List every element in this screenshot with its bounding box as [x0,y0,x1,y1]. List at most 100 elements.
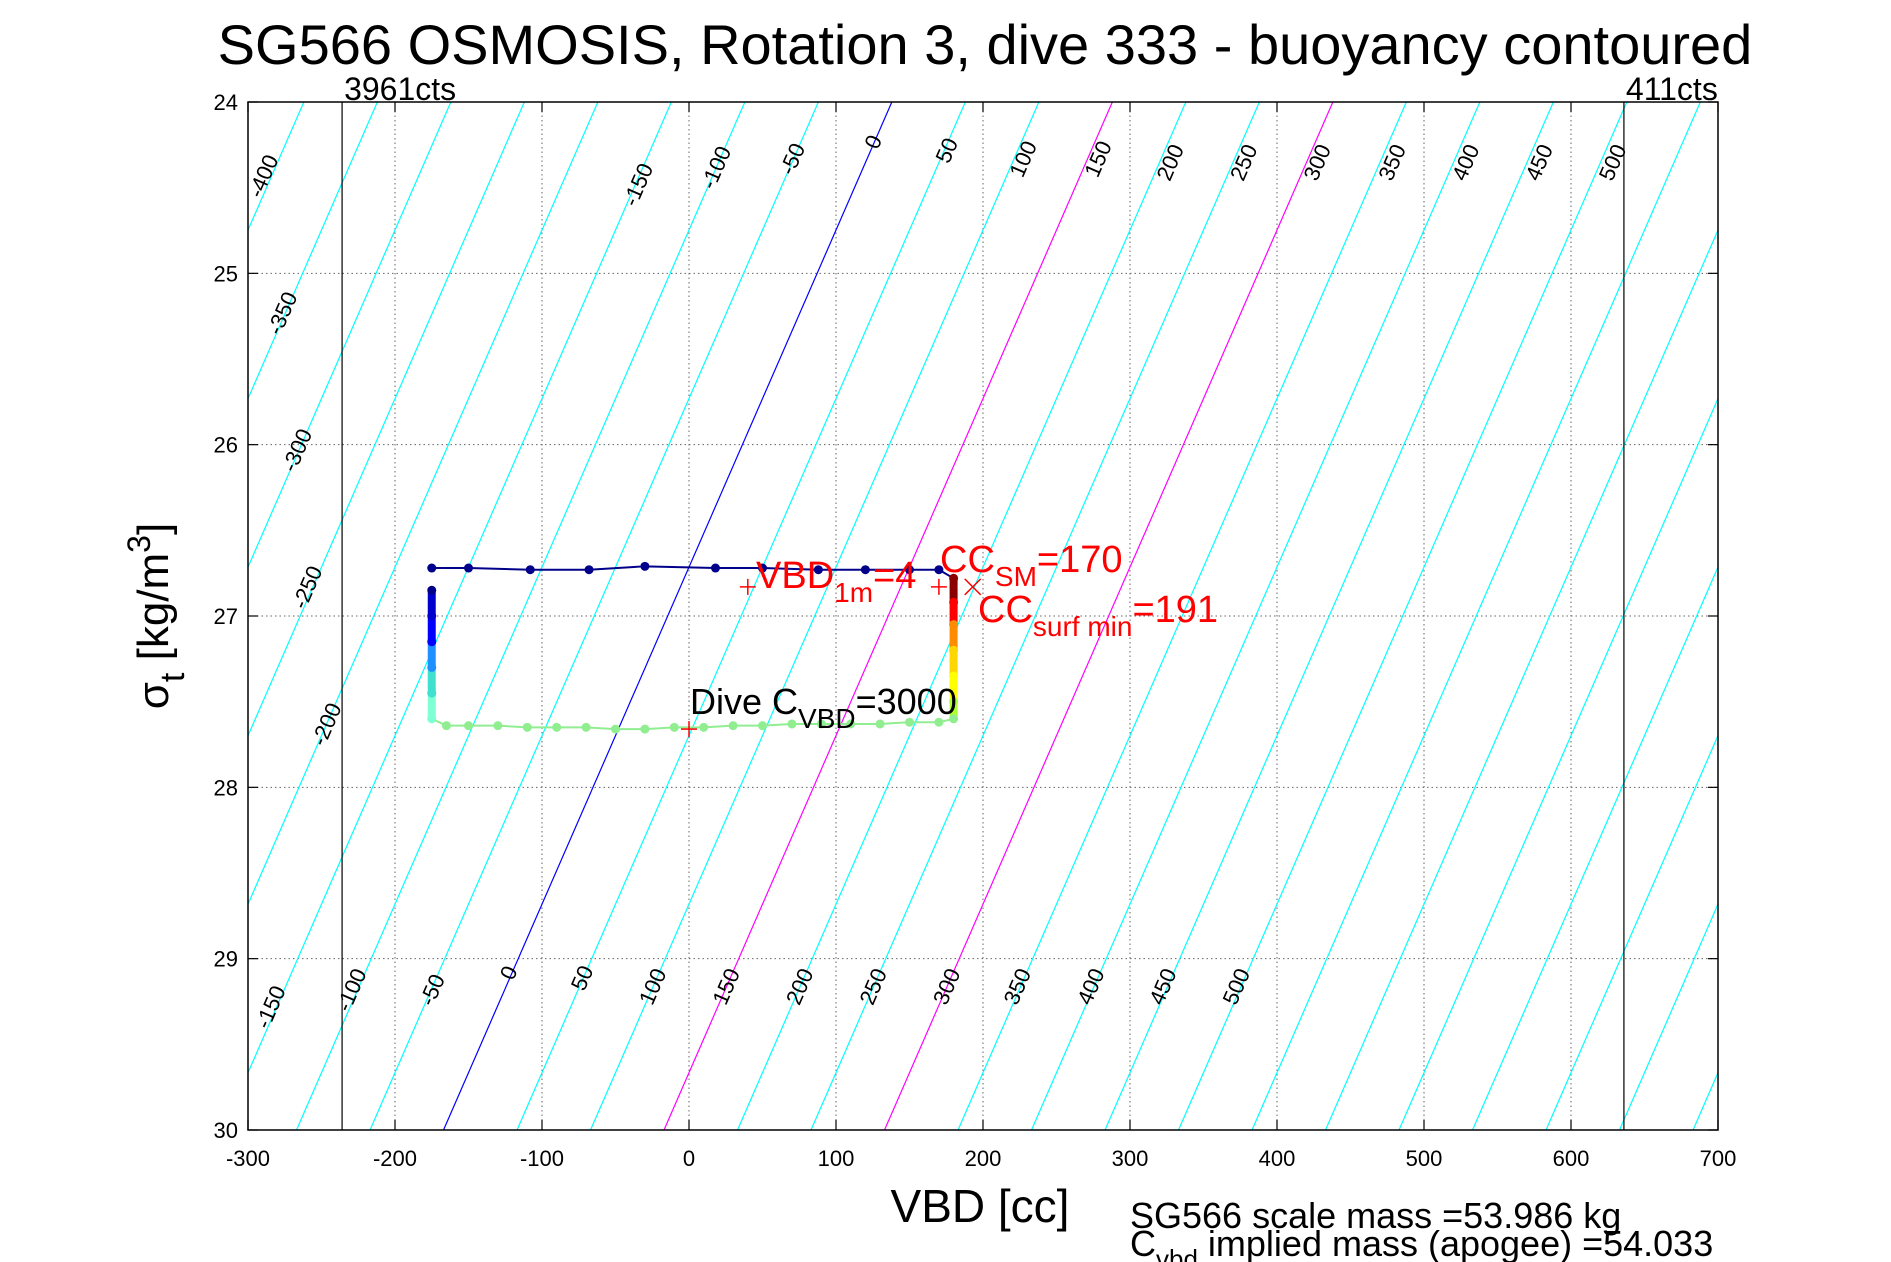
annotation-cc-sm-sub: SM [995,561,1037,592]
y-tick-label-3: 27 [214,604,238,629]
track-point-13 [949,620,959,630]
contour-line-15 [589,102,1040,1130]
x-tick-label-2: -100 [520,1146,564,1171]
contour-label-22: 0 [495,962,523,983]
contour-label-21: -50 [414,970,450,1009]
y-tick-label-1: 25 [214,261,238,286]
counts-lines: 3961cts 411cts [341,71,1718,1130]
x-tick-label-3: 0 [683,1146,695,1171]
x-tick-label-8: 500 [1406,1146,1443,1171]
track-point-6 [758,563,767,573]
track-segment-1 [468,567,531,571]
track-point-31 [552,722,562,732]
contour-line-28 [1545,734,1718,1130]
track-point-24 [758,721,767,731]
markers [681,578,982,738]
annotation-dive-cvbd-main: Dive C [690,681,798,722]
contour-label-26: 200 [781,965,819,1009]
contour-line-24 [1251,102,1701,1130]
track-point-7 [813,565,823,575]
chart-title: SG566 OSMOSIS, Rotation 3, dive 333 - bu… [218,13,1753,76]
annotation-vbd-1m: VBD1m=4 [756,555,916,608]
annotation-cc-surf: CCsurf min=191 [978,589,1218,642]
contour-label-6: -100 [696,142,737,192]
contour-line-22 [1104,102,1554,1130]
x-tick-label-0: -300 [226,1146,270,1171]
contour-label-23: 50 [566,962,599,994]
contour-line-19 [883,102,1334,1130]
annotation-dive-cvbd-rest: =3000 [856,681,957,722]
track-segment-29 [586,726,616,731]
y-axis-label: σt [kg/m3] [121,523,192,709]
footer-scale-mass: SG566 scale mass =53.986 kg [1130,1195,1621,1236]
contour-line-1 [0,102,10,1130]
track-point-19 [905,717,914,727]
contour-label-32: 500 [1218,965,1256,1009]
counts-label-1: 411cts [1626,71,1718,107]
track-point-25 [728,721,738,731]
contour-label-28: 300 [928,965,966,1009]
track-point-27 [669,722,679,732]
y-axis-label-sup: 3 [121,535,157,553]
track-segment-32 [497,724,528,729]
contour-line-32 [1840,102,1891,1130]
marker-2-b [964,578,982,596]
annotation-dive-cvbd-sub: VBD [798,703,856,734]
x-axis-label: VBD [cc] [891,1180,1070,1232]
x-tick-label-9: 600 [1553,1146,1590,1171]
track-segment-4 [644,565,716,570]
contour-line-10 [248,102,672,1075]
track-point-33 [493,721,503,731]
y-tick-label-5: 29 [214,947,238,972]
contour-label-16: 400 [1447,141,1485,185]
track-point-10 [934,565,944,575]
track-point-5 [710,563,720,573]
contour-line-8 [248,102,525,738]
contour-label-11: 150 [1079,137,1117,181]
y-axis-label-main: σ [129,682,178,709]
track-point-15 [949,671,959,681]
track-segment-23 [762,722,792,727]
contour-label-8: 0 [859,131,887,152]
contour-line-16 [663,102,1113,1130]
contour-line-6 [248,102,378,401]
contour-line-12 [369,102,819,1130]
x-tick-label-6: 300 [1112,1146,1149,1171]
x-tick-label-1: -200 [373,1146,417,1171]
track-point-36 [427,714,437,724]
contour-line-29 [1618,902,1718,1130]
grid-lines [248,102,1718,1130]
track-point-12 [949,597,959,607]
annotation-dive-cvbd: Dive CVBD=3000 [690,681,957,734]
y-tick-label-0: 24 [214,90,238,115]
track-point-2 [525,565,535,575]
track-point-11 [949,573,959,583]
contour-label-30: 400 [1072,965,1110,1009]
contour-label-31: 450 [1144,965,1182,1009]
y-axis-label-rest: [kg/m [129,553,178,673]
track-point-23 [787,719,797,729]
footer-implied-mass: Cvbd implied mass (apogee) =54.033 [1130,1223,1713,1262]
contour-label-27: 250 [854,965,892,1009]
track-point-28 [640,724,650,734]
x-tick-label-10: 700 [1700,1146,1737,1171]
contour-line-7 [248,102,452,569]
track-point-20 [875,719,885,729]
track-point-16 [949,697,959,707]
contour-label-4: -200 [306,699,347,749]
track-point-41 [427,585,437,595]
track-point-26 [699,722,709,732]
contour-label-7: -50 [775,139,811,178]
track-point-37 [427,688,437,698]
track-segment-25 [703,724,734,729]
track-point-35 [441,721,451,731]
contour-label-3: -250 [287,562,328,612]
contour-label-24: 100 [634,965,672,1009]
footer-implied-mass-sub: vbd [1156,1244,1198,1262]
track-point-34 [464,721,473,731]
annotation-vbd-1m-sub: 1m [834,577,873,608]
track-point-9 [905,565,914,575]
annotation-vbd-1m-rest: =4 [873,555,916,597]
contour-line-31 [1767,102,1891,1130]
contour-label-15: 350 [1373,141,1411,185]
